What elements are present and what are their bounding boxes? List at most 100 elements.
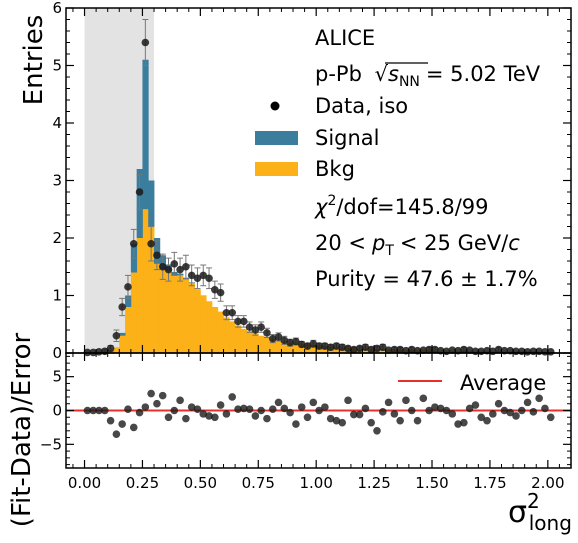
residual-point — [245, 405, 254, 413]
data-point — [176, 265, 184, 274]
signal-bar — [148, 180, 155, 227]
x-tick-label: 0.25 — [126, 474, 159, 492]
data-point — [251, 326, 260, 334]
residual-point — [523, 398, 532, 407]
data-point — [106, 344, 115, 353]
residual-point — [384, 398, 393, 407]
bkg-bar — [258, 335, 265, 353]
residual-point — [303, 413, 312, 422]
data-point — [384, 346, 393, 354]
data-point — [523, 348, 532, 356]
y-axis-title-top: Entries — [19, 15, 49, 106]
data-point — [199, 271, 208, 280]
residual-point — [436, 404, 445, 413]
legend-chi2: χ2/dof=145.8/99 — [314, 193, 489, 219]
data-point — [396, 345, 404, 354]
x-tick-label: 0.00 — [68, 474, 101, 492]
data-point — [367, 345, 376, 354]
residual-point — [338, 418, 347, 427]
data-point — [309, 340, 318, 348]
data-point — [239, 317, 248, 326]
data-point — [95, 348, 103, 356]
bkg-bar — [298, 343, 306, 353]
residual-point — [535, 394, 543, 403]
residual-point — [153, 399, 161, 408]
y-tick-label: 4 — [52, 114, 62, 132]
data-point — [546, 348, 555, 356]
bkg-bar — [235, 325, 242, 353]
x-axis-title: σ2 long — [508, 489, 572, 535]
data-point — [361, 343, 370, 352]
legend-average-label: Average — [460, 371, 546, 395]
bkg-bar — [177, 275, 184, 353]
residual-point — [216, 401, 225, 409]
data-point — [390, 345, 399, 354]
residual-point — [448, 410, 457, 418]
x-tick-label: 1.25 — [357, 474, 390, 492]
data-point — [268, 334, 277, 343]
bkg-bar — [171, 275, 178, 353]
bkg-bar — [310, 344, 317, 353]
data-point — [182, 262, 190, 271]
data-point — [460, 345, 468, 354]
bkg-bar — [269, 338, 277, 353]
bkg-bar — [287, 342, 294, 353]
bkg-bar — [333, 347, 340, 353]
data-point — [216, 288, 225, 297]
data-point — [292, 337, 300, 346]
bkg-bar — [148, 226, 155, 353]
residual-point — [344, 396, 352, 405]
residual-point — [234, 405, 242, 413]
x-tick-label: 1.75 — [473, 474, 506, 492]
residual-point — [292, 420, 300, 428]
residual-point — [350, 410, 358, 419]
signal-bar — [119, 332, 126, 336]
residual-point — [205, 412, 213, 420]
y-tick-label: 5 — [52, 57, 62, 75]
x-tick-label: 1.50 — [415, 474, 448, 492]
legend-pt-range: 20 < pT < 25 GeV/c — [315, 231, 520, 259]
residual-point — [251, 412, 260, 420]
data-point — [222, 308, 231, 317]
bkg-bar — [229, 321, 236, 353]
residual-point — [135, 408, 144, 417]
residual-point — [396, 416, 404, 425]
data-point — [263, 329, 271, 337]
data-point — [373, 344, 381, 353]
residual-point — [129, 423, 138, 432]
residual-point — [268, 405, 277, 413]
bkg-bar — [281, 341, 288, 353]
bkg-bar — [159, 269, 167, 353]
residual-point — [263, 414, 271, 423]
data-point — [297, 340, 306, 349]
residual-point — [529, 408, 538, 416]
data-point — [541, 348, 549, 356]
residual-point — [402, 396, 410, 405]
residual-point — [83, 406, 92, 415]
residual-point — [89, 406, 98, 415]
data-point — [170, 260, 179, 268]
residual-point — [315, 406, 323, 415]
bkg-bar — [211, 307, 219, 353]
data-point — [129, 239, 138, 248]
residual-point — [460, 418, 468, 427]
bkg-bar — [293, 343, 300, 353]
bkg-bar — [142, 209, 149, 353]
y-tick-label: 0 — [52, 344, 62, 362]
bkg-bar — [264, 337, 271, 353]
residual-point — [297, 403, 306, 411]
bkg-bar — [240, 328, 248, 353]
residual-point — [286, 408, 294, 417]
data-point — [280, 336, 289, 345]
data-point — [245, 323, 254, 331]
data-point — [141, 38, 150, 47]
bkg-bar — [217, 311, 224, 353]
bkg-bar — [165, 271, 172, 353]
bottom-axis-ticks: 0.00 0.25 0.50 0.75 1.00 1.25 1.50 1.75 2.00 −5 0 5 — [40, 8, 571, 492]
bkg-bar — [200, 295, 207, 353]
legend-signal-label: Signal — [315, 126, 380, 150]
data-point — [407, 345, 416, 354]
residual-point — [489, 410, 497, 418]
residual-point — [106, 416, 115, 425]
residual-point — [332, 416, 341, 425]
